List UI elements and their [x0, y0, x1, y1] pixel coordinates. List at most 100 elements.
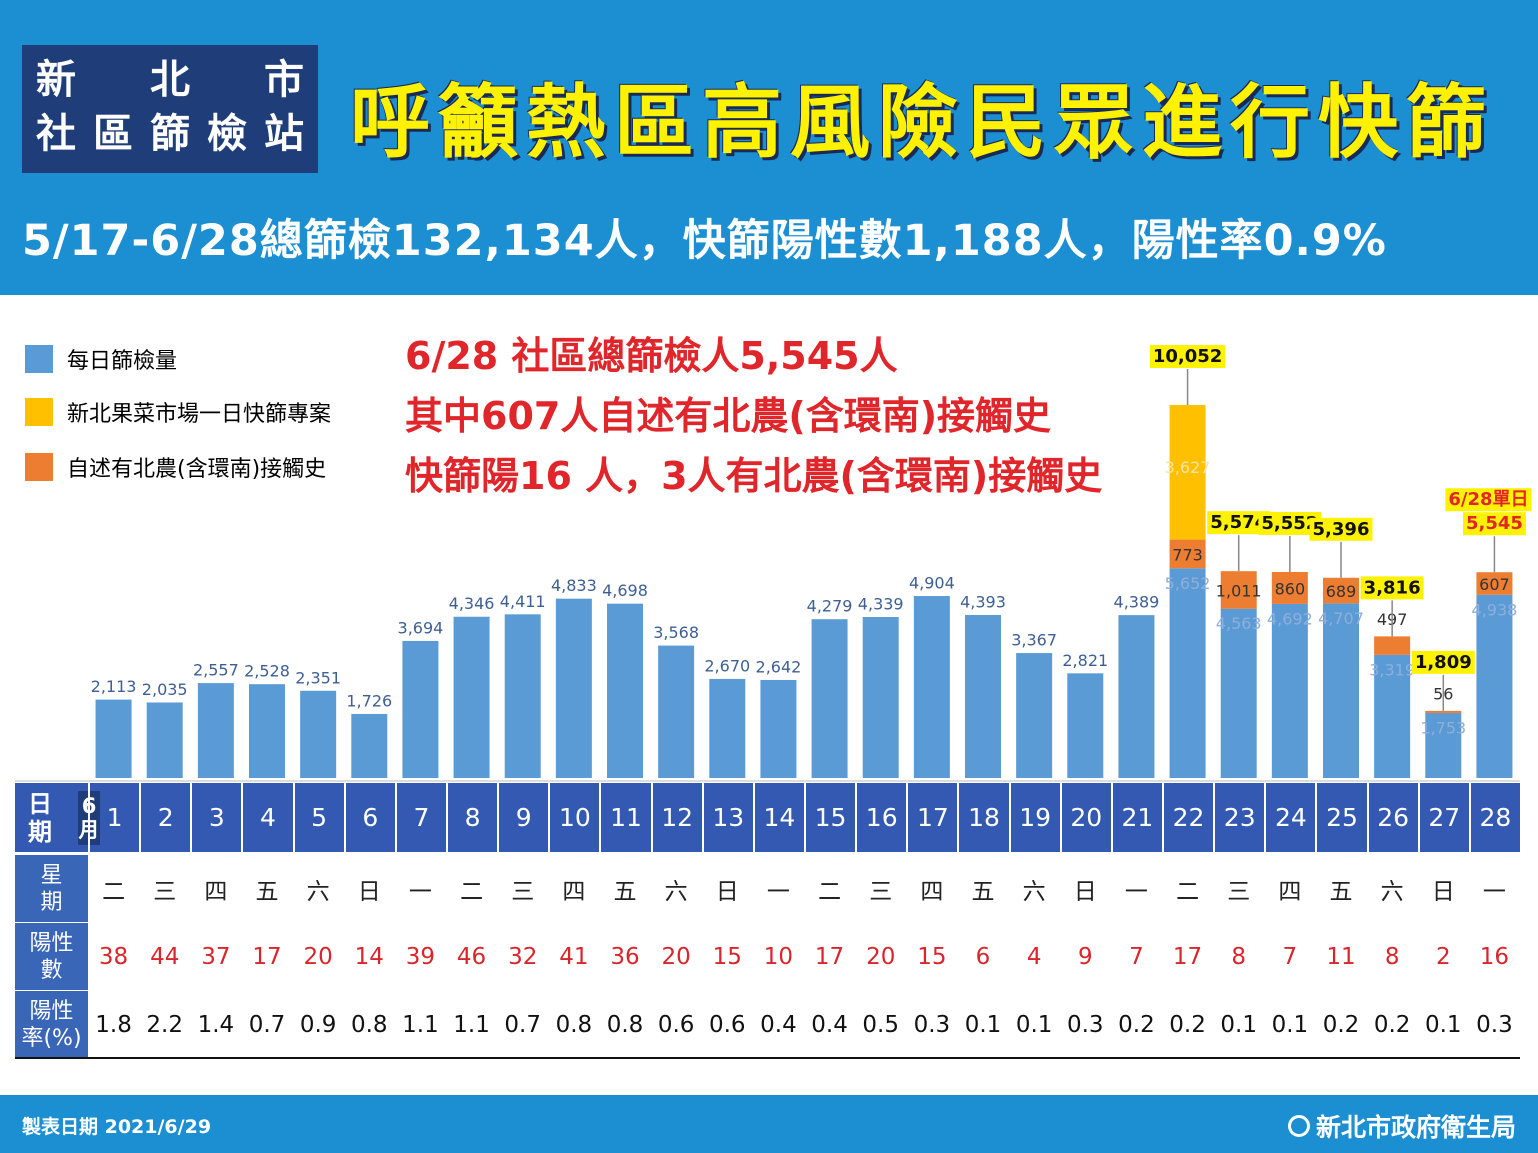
total-label: 10,052	[1153, 346, 1222, 367]
logo	[1287, 1115, 1310, 1137]
value-label: 2,035	[142, 680, 188, 699]
bar	[607, 603, 643, 778]
positive-count-cell: 7	[1282, 944, 1298, 970]
value-label: 2,351	[295, 668, 341, 687]
subtitle: 5/17-6/28總篩檢132,134人，快篩陽性數1,188人，陽性率0.9%	[22, 216, 1387, 266]
date-cell: 18	[957, 783, 1008, 852]
row-header: 日期	[28, 789, 52, 846]
bar	[709, 678, 746, 778]
date-cell: 13	[701, 783, 753, 852]
value-label: 4,692	[1267, 609, 1313, 628]
date-cell: 22	[1162, 783, 1213, 852]
bar	[1169, 405, 1206, 540]
value-label: 4,707	[1318, 609, 1364, 628]
weekday-cell: 二	[818, 879, 842, 905]
positive-rate-cell: 0.2	[1373, 1012, 1411, 1038]
positive-rate-cell: 0.1	[1015, 1012, 1053, 1038]
weekday-cell: 三	[1227, 879, 1251, 905]
date-cell: 16	[855, 783, 906, 852]
date-cell: 28	[1468, 783, 1520, 852]
value-label: 4,698	[602, 581, 648, 600]
value-label: 689	[1326, 582, 1357, 601]
bar	[300, 690, 337, 778]
weekday-cell: 六	[1380, 879, 1404, 905]
total-label: 5,545	[1466, 513, 1523, 534]
date-cell: 1	[88, 783, 139, 852]
total-note-box	[1445, 488, 1532, 512]
total-box	[1207, 511, 1271, 535]
date-cell: 2	[139, 783, 190, 852]
positive-rate-cell: 0.4	[760, 1012, 797, 1038]
value-label: 2,528	[244, 662, 290, 681]
positive-count-cell: 8	[1384, 944, 1400, 970]
value-label: 3,694	[398, 618, 444, 637]
value-label: 773	[1172, 545, 1203, 564]
bar	[555, 598, 592, 778]
weekday-cell: 一	[1482, 879, 1506, 905]
positive-count-cell: 20	[303, 944, 333, 970]
positive-count-cell: 41	[559, 944, 589, 970]
bar	[811, 619, 848, 778]
positive-count-cell: 38	[98, 944, 129, 970]
positive-rate-cell: 0.1	[1271, 1012, 1309, 1038]
positive-rate-cell: 0.2	[1118, 1012, 1155, 1038]
bar	[1323, 577, 1359, 604]
bar	[504, 614, 541, 778]
value-label: 4,411	[500, 592, 546, 611]
weekday-cell: 日	[715, 879, 739, 905]
weekday-cell: 四	[1278, 879, 1302, 905]
date-cell: 10	[548, 783, 599, 852]
total-label: 1,809	[1415, 652, 1472, 673]
positive-rate-cell: 0.3	[1476, 1012, 1513, 1038]
positive-count-cell: 46	[456, 944, 487, 970]
table: 日期 6月 1 2 3 4 5 6 7 8 9 10 11 12 13 14 15 16 17 18 19 20 21 22 2…	[15, 783, 1520, 1059]
positive-count-cell: 15	[712, 944, 742, 970]
value-label: 4,346	[449, 594, 495, 613]
footer: 製表日期 2021/6/29 新北市政府衛生局	[0, 1095, 1538, 1153]
bar	[1323, 603, 1359, 778]
chart: 2,113 2,035 2,557 2,528 2,351 1,726 3,694 4,346…	[15, 345, 1532, 782]
legend-swatch	[25, 453, 53, 481]
date-cell: 7	[394, 783, 446, 852]
bar	[453, 616, 490, 778]
weekday-cell: 四	[562, 879, 586, 905]
date-cell: 17	[906, 783, 957, 852]
weekday-cell: 六	[306, 879, 330, 905]
value-label: 4,393	[960, 592, 1006, 611]
date-row-bg	[15, 783, 1520, 852]
bar	[1271, 571, 1308, 604]
value-label: 860	[1275, 579, 1306, 598]
weekday-cell: 五	[613, 879, 637, 905]
value-label: 3,568	[653, 623, 699, 642]
value-label: 4,389	[1114, 593, 1160, 612]
bar	[1374, 654, 1411, 778]
weekday-cell: 五	[1329, 879, 1353, 905]
date-cell: 4	[241, 783, 292, 852]
positive-count-cell: 20	[866, 944, 896, 970]
total-label-group: 5,545 6/28單日	[1445, 488, 1532, 536]
positive-rate-cell: 1.1	[453, 1012, 490, 1038]
date-cell: 20	[1059, 783, 1111, 852]
positive-rate-cell: 1.1	[402, 1012, 439, 1038]
total-label: 5,552	[1261, 513, 1318, 534]
positive-count-cell: 15	[917, 944, 947, 970]
positive-count-cell: 14	[354, 944, 384, 970]
positive-count-cell: 2	[1435, 944, 1451, 970]
value-label: 3,627	[1165, 458, 1211, 477]
positive-rate-cell: 0.7	[248, 1012, 286, 1038]
weekday-cell: 一	[766, 879, 790, 905]
date-cell: 8	[446, 783, 497, 852]
date-cell: 26	[1366, 783, 1418, 852]
positive-count-cell: 37	[201, 944, 231, 970]
positive-count-cell: 11	[1326, 944, 1356, 970]
date-cell: 21	[1110, 783, 1162, 852]
positive-rate-cell: 0.1	[964, 1012, 1002, 1038]
annotation: 快篩陽16 人，3人有北農(含環南)接觸史	[405, 454, 1103, 498]
date-cell: 24	[1264, 783, 1315, 852]
value-label: 4,938	[1472, 600, 1518, 619]
value-label: 4,339	[858, 594, 904, 613]
date-cell: 15	[804, 783, 855, 852]
total-label: 3,816	[1364, 577, 1421, 598]
bar	[402, 640, 439, 778]
weekday-cell: 一	[408, 879, 432, 905]
